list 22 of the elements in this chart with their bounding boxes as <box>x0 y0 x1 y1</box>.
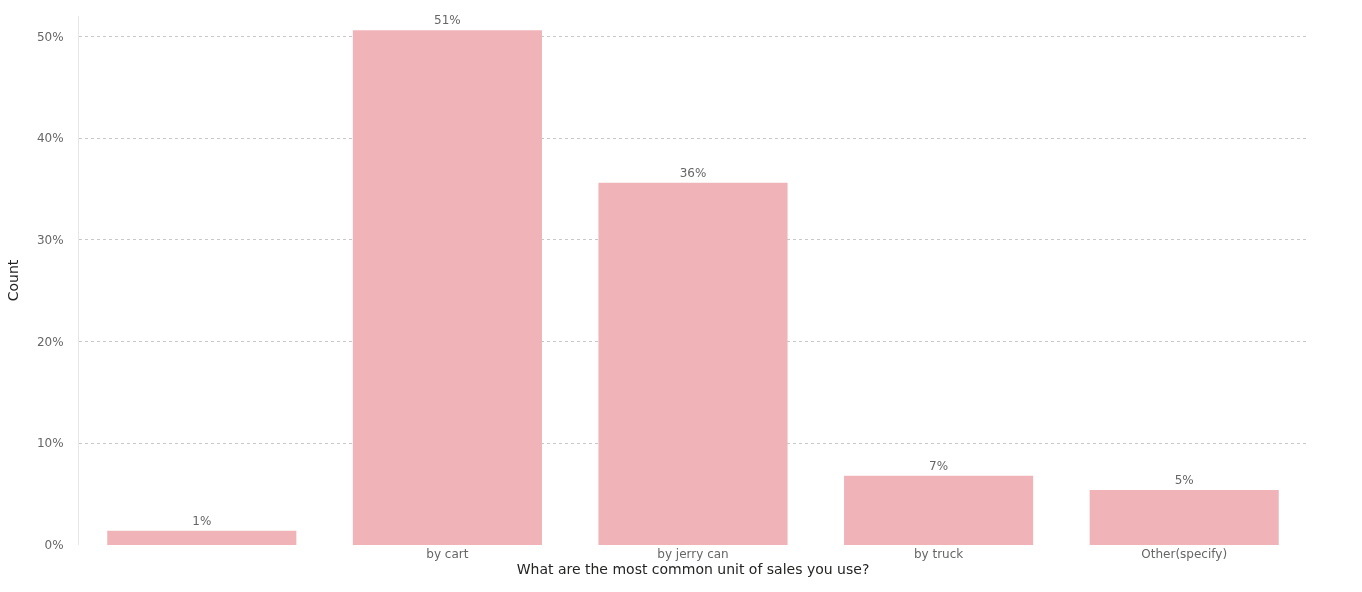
bar <box>352 30 542 545</box>
data-label: 7% <box>929 458 949 473</box>
bar <box>598 182 788 545</box>
x-axis-title: What are the most common unit of sales you use? <box>516 561 870 578</box>
y-axis-title: Count <box>4 259 21 302</box>
y-tick-label: 20% <box>36 334 64 349</box>
data-label: 5% <box>1174 473 1194 488</box>
bar <box>844 475 1034 545</box>
x-tick-label: by cart <box>426 547 469 561</box>
data-label: 1% <box>192 513 212 528</box>
data-label: 36% <box>679 165 707 180</box>
y-tick-label: 10% <box>36 436 64 451</box>
bar <box>107 530 297 545</box>
x-tick-label: by jerry can <box>657 547 729 561</box>
y-tick-label: 30% <box>36 233 64 248</box>
y-tick-label: 50% <box>36 29 64 44</box>
y-tick-label: 0% <box>44 538 64 553</box>
y-tick-label: 40% <box>36 131 64 146</box>
data-label: 51% <box>434 13 461 28</box>
x-tick-label: Other(specify) <box>1141 547 1228 561</box>
x-tick-label: by truck <box>913 547 964 561</box>
bar <box>1089 490 1279 545</box>
